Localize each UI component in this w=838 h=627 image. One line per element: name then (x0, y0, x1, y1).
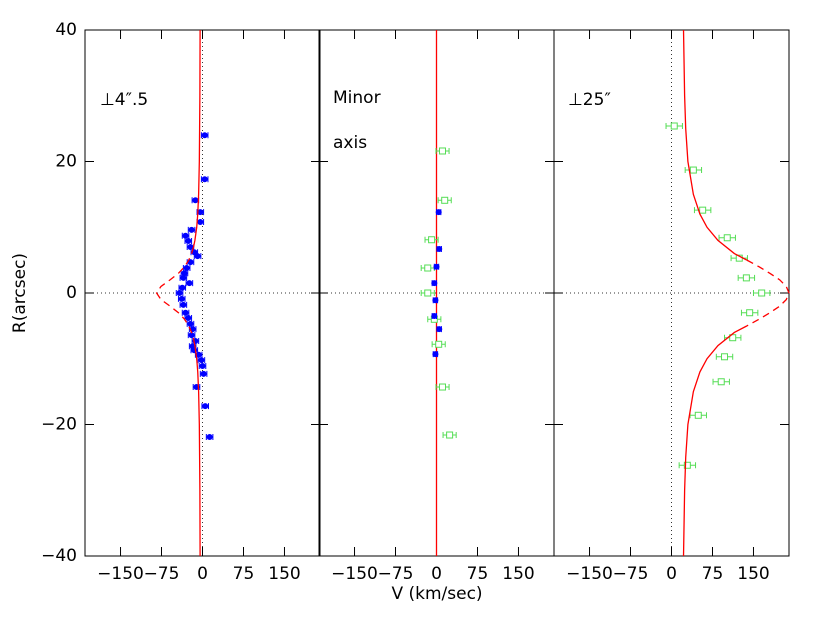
data-point (723, 234, 731, 242)
data-point (729, 334, 737, 342)
x-tick-label: 75 (702, 564, 724, 584)
data-point (188, 226, 195, 233)
data-point (670, 122, 678, 130)
data-point (435, 209, 442, 216)
data-point (188, 332, 195, 339)
data-point (431, 280, 438, 287)
data-point (206, 433, 213, 440)
panel-label: Minor (333, 88, 381, 108)
data-point (428, 236, 436, 244)
data-point (179, 284, 186, 291)
data-point (180, 301, 187, 308)
data-point (199, 362, 206, 369)
data-point (192, 197, 199, 204)
data-point (181, 270, 188, 277)
data-point (742, 274, 750, 282)
data-point (187, 320, 194, 327)
data-point (432, 297, 439, 304)
model-curve (155, 246, 195, 340)
panel-label: axis (333, 133, 367, 153)
data-point (178, 295, 185, 302)
data-point (195, 351, 202, 358)
data-point (435, 340, 443, 348)
data-point (699, 206, 707, 214)
data-point (446, 431, 454, 439)
data-point (436, 326, 443, 333)
data-point (433, 263, 440, 270)
panel-label: ⊥25″ (568, 90, 611, 110)
x-tick-label: 150 (268, 564, 300, 584)
x-tick-label: 0 (431, 564, 442, 584)
x-axis-label: V (km/sec) (391, 584, 482, 604)
x-tick-label: 150 (737, 564, 769, 584)
x-tick-label: 0 (197, 564, 208, 584)
data-point (186, 280, 193, 287)
data-point (431, 313, 438, 320)
data-point (439, 383, 447, 391)
data-point (721, 353, 729, 361)
data-point (180, 274, 187, 281)
data-point (689, 166, 697, 174)
data-point (185, 238, 192, 245)
data-point (694, 411, 702, 419)
x-tick-label: −75 (613, 564, 649, 584)
x-tick-label: −150 (331, 564, 378, 584)
data-point (187, 243, 194, 250)
data-point (197, 218, 204, 225)
data-point (197, 209, 204, 216)
data-point (198, 357, 205, 364)
data-point (194, 253, 201, 260)
panel-label: ⊥4″.5 (100, 90, 148, 110)
data-point (182, 309, 189, 316)
y-tick-label: 0 (66, 283, 77, 303)
data-point (424, 264, 432, 272)
model-curve (682, 29, 748, 557)
data-point (185, 314, 192, 321)
y-tick-label: −20 (41, 415, 77, 435)
data-point (439, 147, 447, 155)
data-point (717, 378, 725, 386)
model-curve (746, 259, 790, 327)
y-tick-label: −40 (41, 546, 77, 566)
x-tick-label: −75 (378, 564, 414, 584)
x-tick-label: −150 (97, 564, 144, 584)
y-axis-label: R(arcsec) (10, 253, 30, 333)
data-point (758, 289, 766, 297)
data-point (432, 351, 439, 358)
data-point (182, 232, 189, 239)
x-tick-label: 75 (467, 564, 489, 584)
y-tick-label: 40 (55, 20, 77, 40)
data-point (746, 309, 754, 317)
data-point (436, 245, 443, 252)
model-curve (192, 29, 201, 557)
data-point (201, 132, 208, 139)
data-point (202, 403, 209, 410)
data-point (200, 370, 207, 377)
data-point (441, 196, 449, 204)
y-tick-label: 20 (55, 152, 77, 172)
x-tick-label: 150 (502, 564, 534, 584)
x-tick-label: 0 (666, 564, 677, 584)
data-point (176, 290, 183, 296)
data-point (183, 265, 190, 272)
data-point (201, 176, 208, 183)
x-tick-label: −150 (566, 564, 613, 584)
x-tick-label: −75 (144, 564, 180, 584)
data-point (683, 461, 691, 469)
data-point (424, 289, 432, 297)
x-tick-label: 75 (233, 564, 255, 584)
